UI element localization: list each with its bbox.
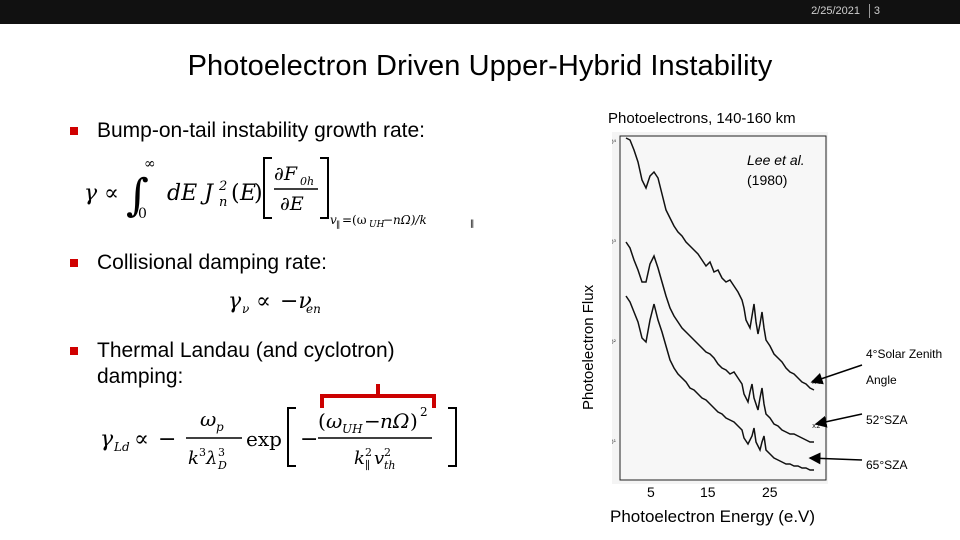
reference-author: Lee et al. bbox=[747, 152, 805, 168]
figure-caption: Photoelectrons, 140-160 km bbox=[608, 110, 796, 127]
svg-text:th: th bbox=[384, 459, 396, 472]
svg-text:∥: ∥ bbox=[336, 220, 340, 231]
svg-text:k: k bbox=[354, 448, 365, 469]
svg-text:10¹: 10¹ bbox=[612, 439, 617, 446]
annotation-52sza: 52°SZA bbox=[866, 413, 908, 427]
svg-text:exp: exp bbox=[246, 427, 282, 451]
svg-text:UH: UH bbox=[369, 220, 385, 230]
svg-text:−nΩ)/k: −nΩ)/k bbox=[383, 213, 427, 227]
svg-text:nΩ: nΩ bbox=[380, 409, 409, 433]
svg-text:3: 3 bbox=[199, 446, 206, 459]
svg-text:ω: ω bbox=[200, 407, 216, 431]
annotation-65sza: 65°SZA bbox=[866, 458, 908, 472]
svg-text:dE J: dE J bbox=[167, 181, 214, 206]
svg-text:∂F: ∂F bbox=[274, 163, 298, 185]
svg-text:2: 2 bbox=[384, 446, 391, 459]
slide-title: Photoelectron Driven Upper-Hybrid Instab… bbox=[187, 50, 773, 82]
meta-divider bbox=[869, 4, 870, 18]
svg-text:γ: γ bbox=[100, 427, 114, 452]
svg-text:2: 2 bbox=[365, 446, 372, 459]
y-axis-label: Photoelectron Flux bbox=[580, 284, 597, 410]
bullet-marker bbox=[70, 347, 78, 355]
svg-text:k: k bbox=[188, 448, 199, 469]
annotation-4sza-line1: 4°Solar Zenith bbox=[866, 347, 943, 361]
svg-text:−: − bbox=[364, 409, 381, 433]
svg-text:v: v bbox=[374, 448, 384, 469]
svg-text:0: 0 bbox=[138, 206, 147, 222]
svg-text:10⁴: 10⁴ bbox=[612, 139, 617, 146]
x-tick-15: 15 bbox=[700, 484, 716, 500]
svg-text:(: ( bbox=[318, 409, 326, 433]
svg-text:): ) bbox=[410, 409, 418, 433]
svg-text:D: D bbox=[217, 459, 227, 472]
bullet-marker bbox=[70, 127, 78, 135]
svg-text:10²: 10² bbox=[612, 339, 617, 346]
svg-text:γ: γ bbox=[228, 289, 242, 314]
svg-text:∝: ∝ bbox=[256, 289, 271, 314]
x-tick-25: 25 bbox=[762, 484, 778, 500]
svg-text:∝: ∝ bbox=[134, 427, 149, 452]
svg-text:2: 2 bbox=[218, 179, 227, 194]
bullet-marker bbox=[70, 259, 78, 267]
x-tick-5: 5 bbox=[647, 484, 655, 500]
bullet-text: Collisional damping rate: bbox=[97, 251, 327, 274]
svg-text:en: en bbox=[306, 302, 321, 316]
svg-text:10³: 10³ bbox=[612, 239, 617, 246]
annotation-4sza-line2: Angle bbox=[866, 373, 897, 387]
flux-curve-4sza bbox=[625, 137, 815, 391]
svg-text:∥: ∥ bbox=[365, 459, 370, 472]
flux-curve-52sza bbox=[625, 241, 814, 443]
svg-text:v: v bbox=[330, 213, 337, 227]
svg-text:p: p bbox=[216, 420, 224, 434]
svg-text:∝: ∝ bbox=[104, 181, 119, 206]
svg-text:−ν: −ν bbox=[280, 289, 312, 314]
svg-text:ν: ν bbox=[242, 302, 249, 316]
bullet-text-line2: damping: bbox=[97, 365, 184, 388]
slide-date: 2/25/2021 bbox=[811, 5, 860, 17]
slide-number: 3 bbox=[873, 5, 880, 17]
svg-text:2: 2 bbox=[420, 405, 428, 419]
svg-text:∞: ∞ bbox=[144, 156, 156, 172]
svg-text:λ: λ bbox=[205, 448, 217, 469]
svg-text:−: − bbox=[300, 427, 318, 452]
curve-tag-x4: x4 bbox=[812, 378, 821, 386]
photoelectron-flux-figure: 10⁴ 10³ 10² 10¹ x4 x2 bbox=[612, 132, 828, 484]
flux-curve-65sza bbox=[625, 295, 814, 471]
x-axis-label: Photoelectron Energy (e.V) bbox=[610, 507, 816, 526]
top-bar: 2/25/2021 3 bbox=[0, 0, 960, 24]
svg-text:∥: ∥ bbox=[470, 219, 474, 230]
bullet-text-line1: Thermal Landau (and cyclotron) bbox=[97, 339, 395, 362]
svg-text:UH: UH bbox=[342, 422, 363, 436]
svg-text:γ: γ bbox=[84, 181, 98, 206]
curve-tag-x2: x2 bbox=[812, 422, 821, 430]
svg-text:(: ( bbox=[231, 181, 240, 206]
svg-text:0h: 0h bbox=[300, 175, 314, 188]
svg-text:3: 3 bbox=[218, 446, 225, 459]
svg-text:Ld: Ld bbox=[113, 440, 130, 454]
svg-text:E: E bbox=[239, 181, 256, 206]
svg-text:n: n bbox=[219, 195, 227, 210]
svg-text:ω: ω bbox=[326, 409, 342, 433]
bullet-text: Bump-on-tail instability growth rate: bbox=[97, 119, 425, 142]
reference-year: (1980) bbox=[747, 172, 788, 188]
svg-text:∫: ∫ bbox=[126, 170, 149, 221]
svg-text:=(ω: =(ω bbox=[342, 213, 367, 227]
svg-text:−: − bbox=[158, 427, 176, 452]
svg-text:∂E: ∂E bbox=[280, 193, 304, 215]
svg-text:): ) bbox=[254, 181, 263, 206]
